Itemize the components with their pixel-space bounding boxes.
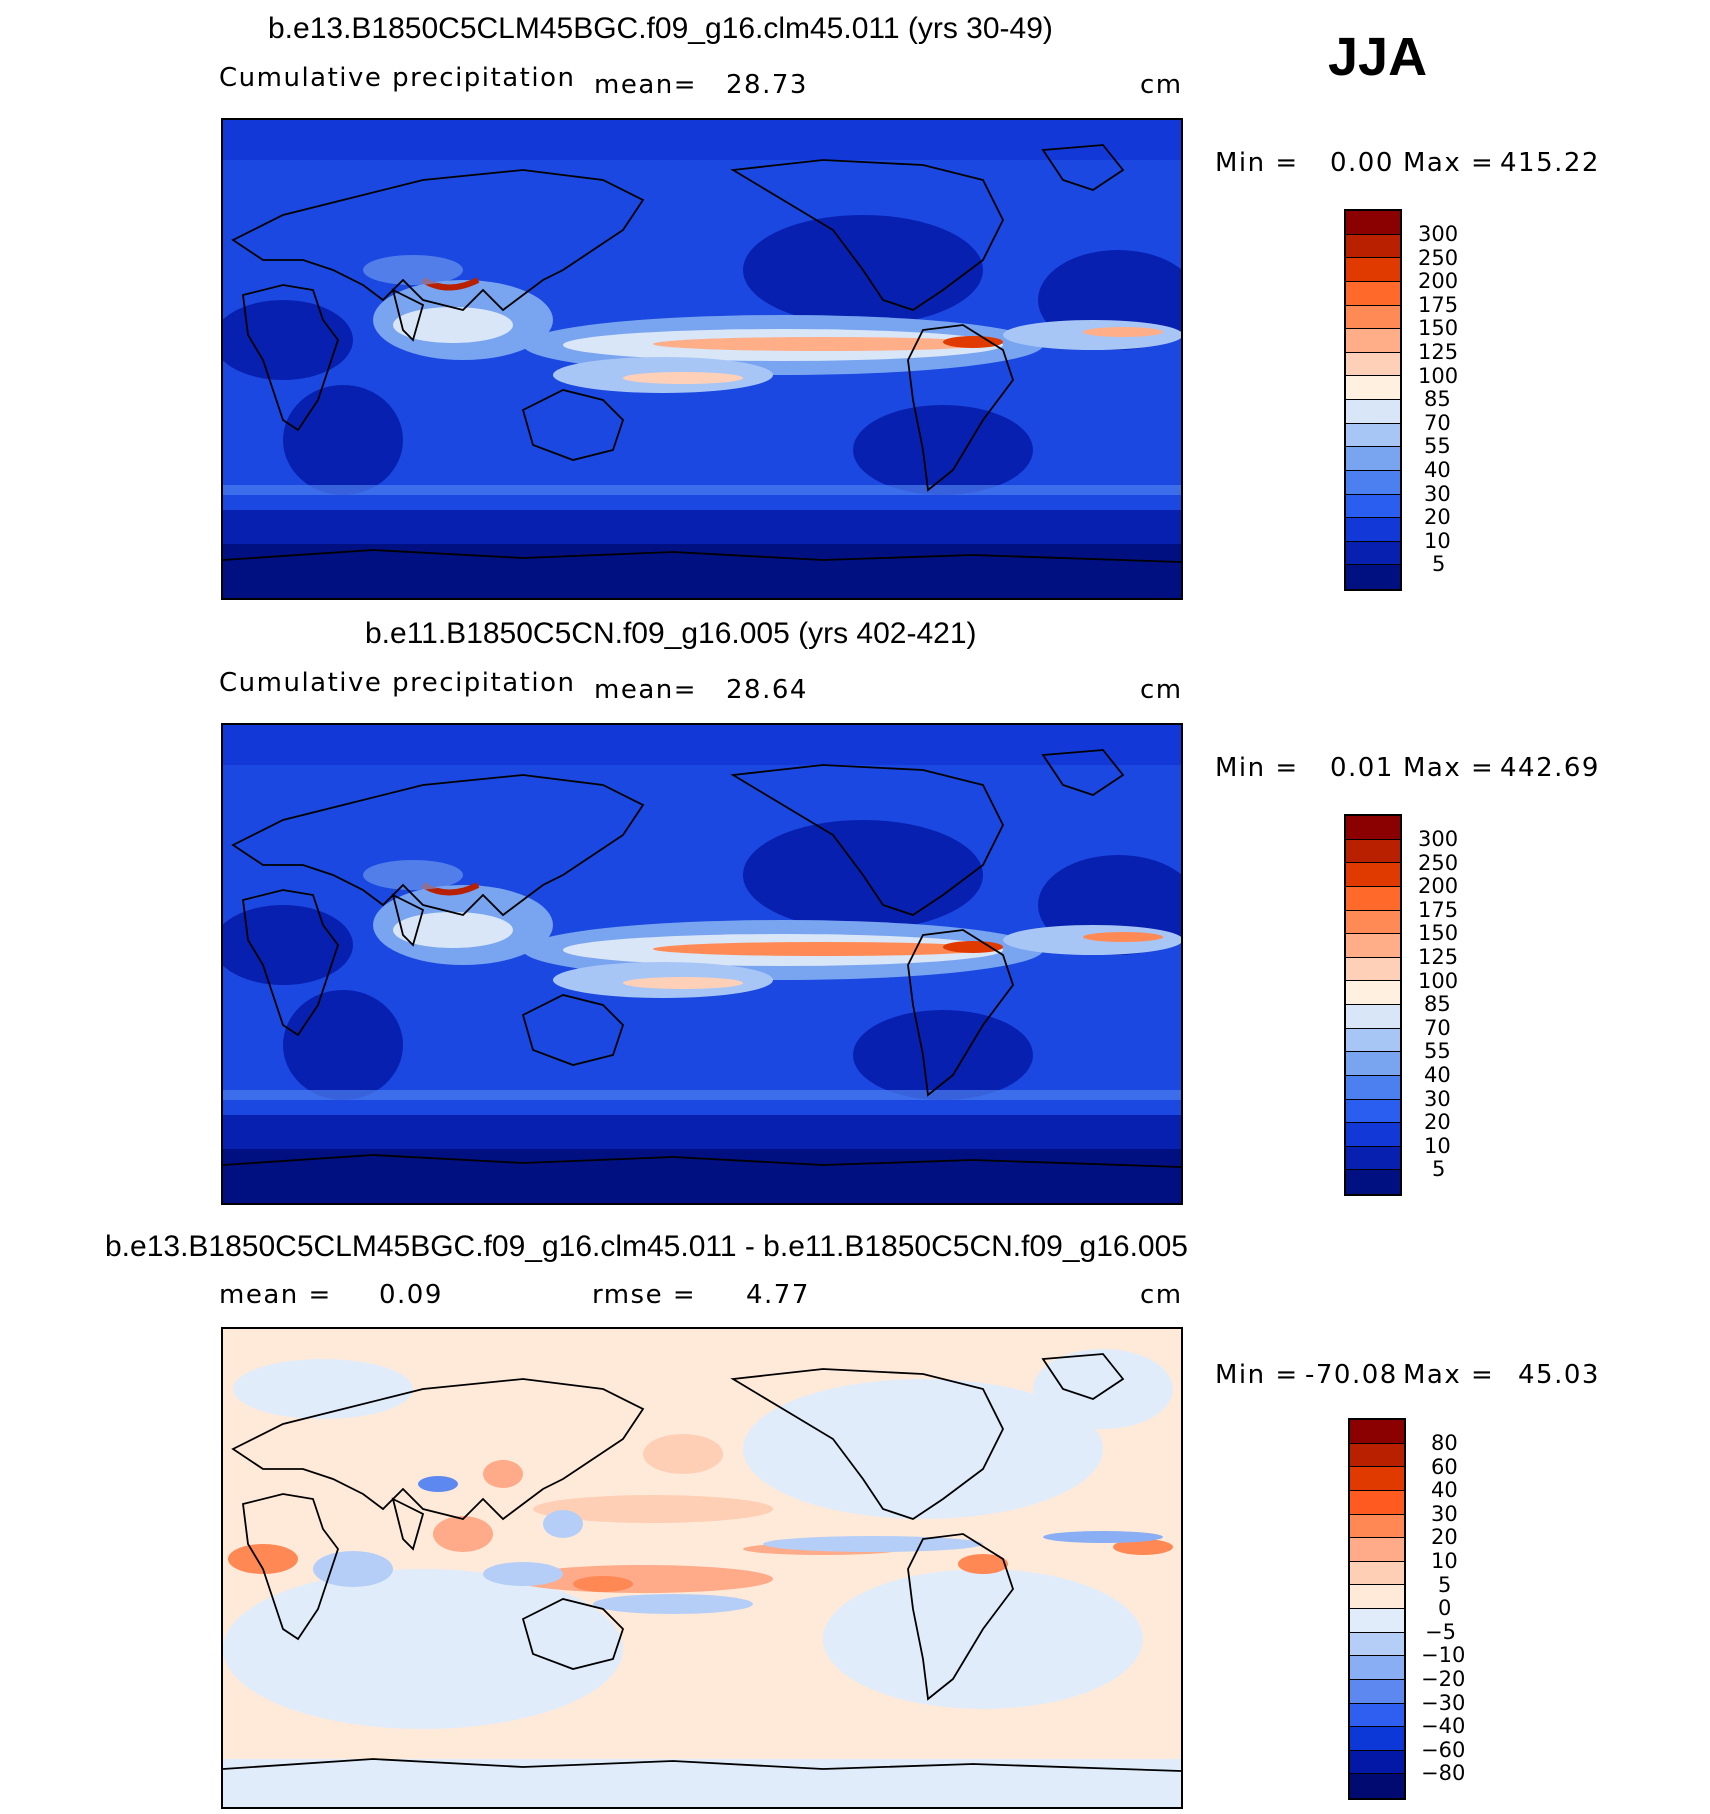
panel2-precip-map bbox=[221, 723, 1183, 1205]
colorbar-tick: 85 bbox=[1424, 992, 1451, 1016]
colorbar-tick: 250 bbox=[1418, 851, 1459, 875]
panel2-mean-value: 28.64 bbox=[726, 675, 808, 705]
panel1-min-label: Min = bbox=[1215, 148, 1299, 178]
panel2-units: cm bbox=[1140, 675, 1183, 705]
colorbar-tick: 300 bbox=[1418, 222, 1459, 246]
colorbar-tick: −10 bbox=[1421, 1643, 1466, 1667]
panel3-units: cm bbox=[1140, 1280, 1183, 1310]
colorbar-tick: 40 bbox=[1431, 1478, 1458, 1502]
colorbar-tick: 5 bbox=[1438, 1573, 1452, 1597]
panel3-max-value: 45.03 bbox=[1518, 1360, 1600, 1390]
panel2-mean-label: mean= bbox=[594, 675, 698, 705]
panel3-rmse-value: 4.77 bbox=[746, 1280, 810, 1310]
panel1-precip-map bbox=[221, 118, 1183, 600]
colorbar-tick: 60 bbox=[1431, 1455, 1458, 1479]
panel1-min-value: 0.00 bbox=[1330, 148, 1394, 178]
panel3-mean-value: 0.09 bbox=[379, 1280, 443, 1310]
colorbar-tick: 55 bbox=[1424, 434, 1451, 458]
colorbar-tick: 20 bbox=[1424, 1110, 1451, 1134]
colorbar-tick: 70 bbox=[1424, 1016, 1451, 1040]
panel3-rmse-label: rmse = bbox=[592, 1280, 697, 1310]
colorbar-tick: 250 bbox=[1418, 246, 1459, 270]
colorbar-tick: 20 bbox=[1424, 505, 1451, 529]
season-label: JJA bbox=[1328, 27, 1428, 87]
colorbar-tick: 125 bbox=[1418, 340, 1459, 364]
panel3-min-value: -70.08 bbox=[1305, 1360, 1398, 1390]
panel1-max-value: 415.22 bbox=[1500, 148, 1600, 178]
panel1-units: cm bbox=[1140, 70, 1183, 100]
colorbar-tick: 80 bbox=[1431, 1431, 1458, 1455]
colorbar-tick: −40 bbox=[1421, 1714, 1466, 1738]
panel1-title: b.e13.B1850C5CLM45BGC.f09_g16.clm45.011 … bbox=[268, 12, 1053, 45]
panel2-max-label: Max = bbox=[1403, 753, 1495, 783]
colorbar-tick: 10 bbox=[1424, 1134, 1451, 1158]
colorbar-tick: 175 bbox=[1418, 898, 1459, 922]
panel2-variable-label: Cumulative precipitation bbox=[219, 668, 576, 698]
colorbar-tick: −60 bbox=[1421, 1738, 1466, 1762]
panel1-mean-value: 28.73 bbox=[726, 70, 808, 100]
panel3-colorbar bbox=[1348, 1418, 1406, 1800]
colorbar-tick: −80 bbox=[1421, 1761, 1466, 1785]
colorbar-tick: 150 bbox=[1418, 316, 1459, 340]
colorbar-tick: 85 bbox=[1424, 387, 1451, 411]
colorbar-tick: 40 bbox=[1424, 458, 1451, 482]
colorbar-tick: −20 bbox=[1421, 1667, 1466, 1691]
panel3-mean-label: mean = bbox=[219, 1280, 332, 1310]
panel3-title: b.e13.B1850C5CLM45BGC.f09_g16.clm45.011 … bbox=[105, 1230, 1188, 1263]
colorbar-tick: 150 bbox=[1418, 921, 1459, 945]
colorbar-tick: 70 bbox=[1424, 411, 1451, 435]
colorbar-tick: 300 bbox=[1418, 827, 1459, 851]
panel1-mean-label: mean= bbox=[594, 70, 698, 100]
colorbar-tick: 100 bbox=[1418, 969, 1459, 993]
panel2-min-value: 0.01 bbox=[1330, 753, 1394, 783]
colorbar-tick: 55 bbox=[1424, 1039, 1451, 1063]
panel1-colorbar bbox=[1344, 209, 1402, 591]
panel2-min-label: Min = bbox=[1215, 753, 1299, 783]
colorbar-tick: 200 bbox=[1418, 269, 1459, 293]
colorbar-tick: 30 bbox=[1431, 1502, 1458, 1526]
colorbar-tick: 5 bbox=[1432, 552, 1446, 576]
colorbar-tick: −5 bbox=[1425, 1620, 1456, 1644]
colorbar-tick: −30 bbox=[1421, 1691, 1466, 1715]
colorbar-tick: 30 bbox=[1424, 482, 1451, 506]
colorbar-tick: 175 bbox=[1418, 293, 1459, 317]
panel1-max-label: Max = bbox=[1403, 148, 1495, 178]
panel2-title: b.e11.B1850C5CN.f09_g16.005 (yrs 402-421… bbox=[365, 617, 977, 650]
colorbar-tick: 10 bbox=[1424, 529, 1451, 553]
colorbar-tick: 30 bbox=[1424, 1087, 1451, 1111]
panel2-colorbar bbox=[1344, 814, 1402, 1196]
colorbar-tick: 10 bbox=[1431, 1549, 1458, 1573]
panel2-max-value: 442.69 bbox=[1500, 753, 1600, 783]
panel3-min-label: Min = bbox=[1215, 1360, 1299, 1390]
panel3-difference-map bbox=[221, 1327, 1183, 1809]
colorbar-tick: 125 bbox=[1418, 945, 1459, 969]
panel3-max-label: Max = bbox=[1403, 1360, 1495, 1390]
colorbar-tick: 20 bbox=[1431, 1525, 1458, 1549]
colorbar-tick: 5 bbox=[1432, 1157, 1446, 1181]
colorbar-tick: 0 bbox=[1438, 1596, 1452, 1620]
colorbar-tick: 200 bbox=[1418, 874, 1459, 898]
panel1-variable-label: Cumulative precipitation bbox=[219, 63, 576, 93]
colorbar-tick: 40 bbox=[1424, 1063, 1451, 1087]
colorbar-tick: 100 bbox=[1418, 364, 1459, 388]
